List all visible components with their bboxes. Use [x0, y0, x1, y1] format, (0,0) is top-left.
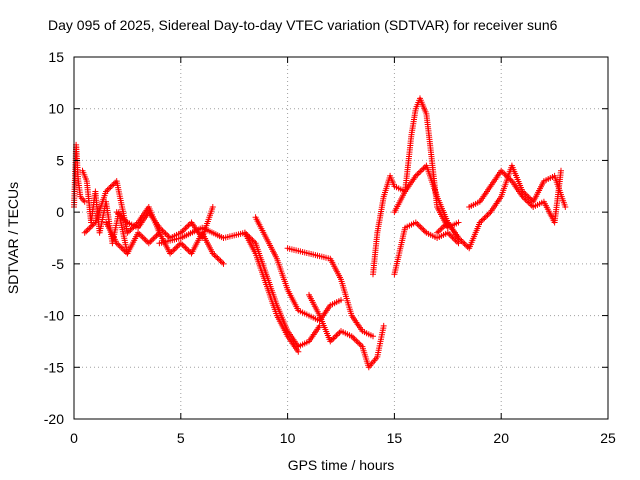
series-sat-track-9: [284, 245, 376, 340]
data-point-marker: [562, 204, 569, 210]
data-point-marker: [558, 167, 564, 174]
grid-layer: [74, 57, 608, 419]
data-point-marker: [455, 219, 462, 226]
x-axis-label: GPS time / hours: [288, 457, 395, 473]
tick-layer: 0 5 10 15 20 25 -20 -15 -10 -5 0 5 10 15: [44, 49, 616, 446]
data-point-marker: [295, 348, 302, 355]
series-sat-track-15: [466, 167, 564, 226]
data-point-marker: [380, 322, 387, 329]
data-point-marker: [81, 198, 88, 205]
x-tick-label: 0: [70, 430, 78, 446]
y-tick-label: -20: [44, 411, 64, 427]
series-sat-track-13: [391, 219, 462, 278]
y-tick-label: -15: [44, 359, 64, 375]
y-tick-label: 15: [48, 49, 64, 65]
y-tick-label: -10: [44, 308, 64, 324]
y-tick-label: 5: [56, 152, 64, 168]
x-tick-label: 5: [177, 430, 185, 446]
series-sat-track-14: [434, 162, 569, 252]
series-layer: [71, 95, 569, 371]
series-sat-track-10: [306, 291, 387, 371]
y-axis-label: SDTVAR / TECUs: [5, 182, 21, 294]
x-tick-label: 10: [280, 430, 296, 446]
data-point-marker: [370, 333, 376, 340]
y-tick-label: -5: [52, 256, 65, 272]
data-point-marker: [209, 204, 216, 210]
chart-title: Day 095 of 2025, Sidereal Day-to-day VTE…: [48, 17, 558, 33]
series-sat-track-12: [391, 95, 462, 231]
y-tick-label: 0: [56, 204, 64, 220]
y-tick-label: 10: [48, 101, 64, 117]
x-tick-label: 20: [493, 430, 509, 446]
x-tick-label: 25: [600, 430, 616, 446]
series-sat-track-11: [370, 162, 462, 278]
data-point-marker: [220, 260, 227, 267]
plot-frame: [73, 56, 609, 420]
data-point-marker: [338, 297, 344, 304]
series-sat-track-4: [103, 219, 227, 267]
series-sat-track-7: [241, 229, 302, 355]
x-tick-label: 15: [387, 430, 403, 446]
